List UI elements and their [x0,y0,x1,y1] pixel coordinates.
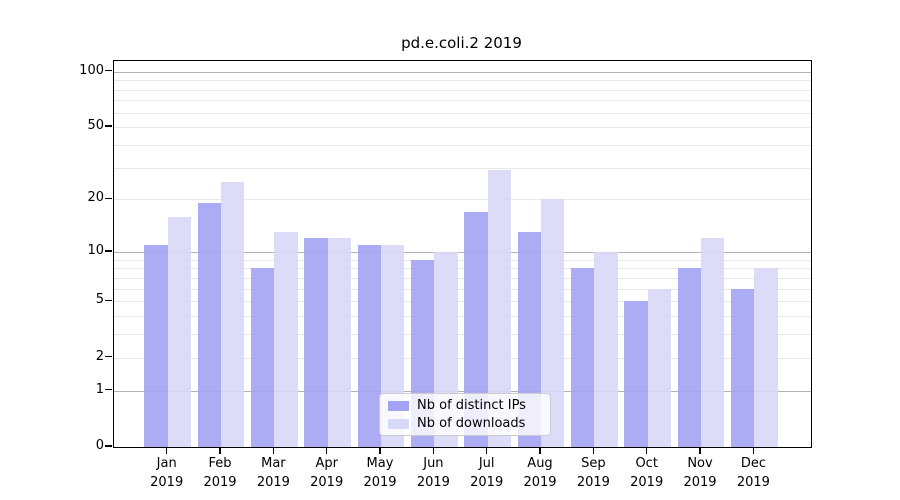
y-tick-label-10: 10 [87,242,104,258]
x-tickmark-apr [325,448,328,454]
legend-label-distinct-ips: Nb of distinct IPs [417,397,526,413]
x-tickmark-aug [539,448,541,454]
y-tickmark-1 [105,388,112,391]
x-tick-label-jan-2019: Jan 2019 [150,456,184,490]
x-tickmark-jan [165,448,168,454]
y-tick-label-50: 50 [87,118,104,134]
bar-ips-dec [731,288,755,447]
x-tick-label-nov-2019: Nov 2019 [683,456,717,490]
gridline-40 [114,144,811,146]
bar-ips-feb [197,203,221,447]
gridline-7 [114,277,811,279]
bar-downloads-dec [754,268,778,447]
legend: Nb of distinct IPs Nb of downloads [379,393,551,436]
bar-downloads-apr [327,238,351,447]
legend-item-distinct-ips: Nb of distinct IPs [388,397,550,413]
x-tick-label-mar-2019: Mar 2019 [256,456,290,490]
bar-ips-jan [144,244,168,447]
bar-downloads-feb [221,182,245,447]
x-tickmark-nov [699,448,701,454]
legend-label-downloads: Nb of downloads [417,415,526,431]
x-tick-label-apr-2019: Apr 2019 [310,456,344,490]
bar-ips-sep [571,268,595,447]
x-tickmark-oct [645,448,648,454]
gridline-20 [114,199,811,201]
x-tick-label-sep-2019: Sep 2019 [576,456,610,490]
legend-item-downloads: Nb of downloads [388,415,550,431]
bar-downloads-nov [701,238,725,447]
y-tickmark-10 [105,250,112,252]
gridline-30 [114,167,811,169]
y-tickmark-100 [105,69,112,72]
y-tick-label-5: 5 [95,292,104,308]
legend-swatch-ips [388,400,409,411]
x-tick-label-jun-2019: Jun 2019 [416,456,450,490]
gridline-2 [114,357,811,359]
gridline-100 [114,71,811,73]
x-tickmark-sep [592,448,595,454]
legend-swatch-downloads [388,418,409,429]
gridline-9 [114,259,811,261]
x-tick-label-oct-2019: Oct 2019 [630,456,664,490]
bar-ips-apr [304,238,328,447]
y-tickmark-0 [105,445,112,447]
bar-downloads-mar [274,232,298,447]
plot-area: Nb of distinct IPs Nb of downloads [113,60,812,448]
y-tick-label-1: 1 [95,381,104,397]
gridline-6 [114,288,811,290]
bar-downloads-jan [167,216,191,447]
gridline-10 [114,251,811,253]
bar-ips-jul [464,211,488,447]
gridline-4 [114,316,811,318]
x-tickmark-dec [752,448,755,454]
bar-downloads-aug [541,199,565,447]
bar-downloads-sep [594,251,618,447]
x-tickmark-mar [272,448,275,454]
y-tick-label-2: 2 [95,348,104,364]
bar-downloads-jul [487,170,511,447]
x-tick-label-feb-2019: Feb 2019 [203,456,237,490]
gridline-1 [114,390,811,392]
x-tickmark-may [379,448,381,454]
y-tickmark-50 [105,125,112,127]
gridline-8 [114,268,811,270]
gridline-50 [114,127,811,129]
bar-ips-nov [677,268,701,447]
y-tick-label-100: 100 [79,62,104,78]
gridline-90 [114,80,811,82]
chart-title: pd.e.coli.2 2019 [401,34,522,52]
gridline-5 [114,301,811,303]
bar-ips-oct [624,301,648,447]
y-tick-label-0: 0 [95,438,104,453]
x-tickmark-feb [219,448,221,454]
gridline-60 [114,112,811,114]
bar-ips-mar [251,268,275,447]
x-tick-label-jul-2019: Jul 2019 [470,456,504,490]
y-tickmark-5 [105,299,112,301]
y-tick-label-20: 20 [87,190,104,206]
x-tick-label-aug-2019: Aug 2019 [523,456,557,490]
gridline-3 [114,334,811,336]
gridline-70 [114,100,811,102]
x-tickmark-jul [485,448,488,454]
x-tick-label-dec-2019: Dec 2019 [736,456,770,490]
bar-ips-may [357,244,381,447]
gridline-80 [114,89,811,91]
y-tickmark-20 [105,197,112,200]
y-tickmark-2 [105,355,112,358]
x-tick-label-may-2019: May 2019 [363,456,397,490]
bar-downloads-oct [647,288,671,447]
x-tickmark-jun [432,448,435,454]
